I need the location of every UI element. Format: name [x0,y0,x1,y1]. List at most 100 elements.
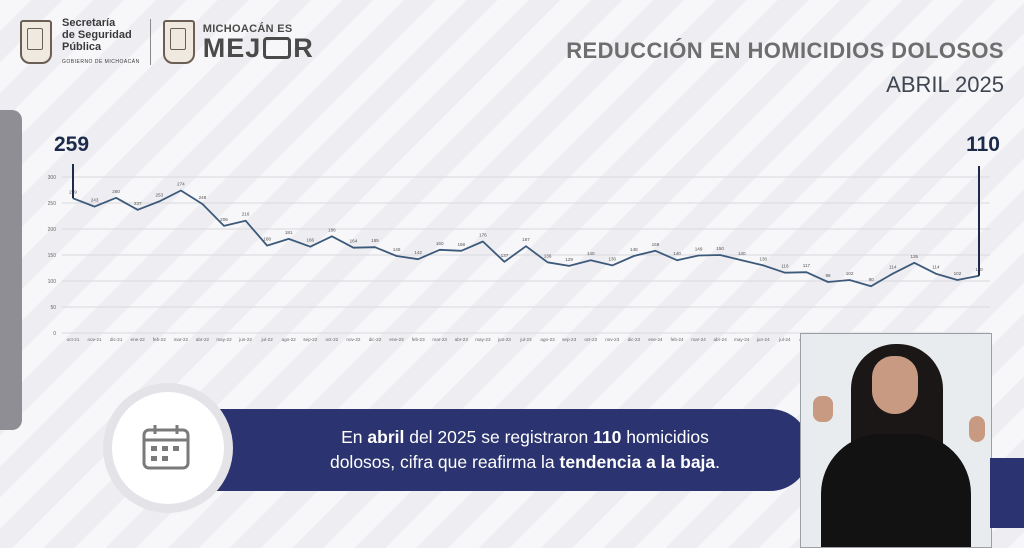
banner-text: En abril del 2025 se registraron 110 hom… [329,427,721,472]
y-tick-label: 250 [48,201,57,207]
side-tab [0,110,22,430]
data-label: 140 [673,251,681,256]
data-label: 150 [716,246,724,251]
data-label: 167 [522,237,530,242]
data-label: 136 [544,253,552,258]
series-line [72,189,980,288]
data-label: 176 [479,232,487,237]
logo-divider [149,19,151,65]
x-tick-label: nov-21 [88,337,102,342]
data-label: 114 [932,265,940,270]
x-tick-label: may-24 [734,337,750,342]
page-title: REDUCCIÓN EN HOMICIDIOS DOLOSOS ABRIL 20… [566,38,1004,98]
data-label: 148 [630,247,638,252]
x-tick-label: dic-23 [628,337,641,342]
x-tick-label: ene-22 [131,337,146,342]
x-tick-label: ene-23 [389,337,404,342]
y-tick-label: 100 [48,279,57,285]
x-tick-label: sep-22 [303,337,317,342]
corner-accent [990,458,1024,528]
data-label: 137 [501,253,509,258]
y-tick-label: 150 [48,253,57,259]
brand-logo: MICHOACÁN ES MEJ R [202,23,314,63]
x-tick-label: ago-23 [540,337,555,342]
data-label: 158 [457,242,465,247]
x-tick-label: feb-24 [670,337,683,342]
calendar-badge [112,392,224,504]
x-tick-label: dic-22 [369,337,382,342]
data-label: 140 [738,251,746,256]
data-label: 98 [825,273,831,278]
x-tick-label: oct-23 [584,337,597,342]
data-label: 130 [608,256,616,261]
data-label: 142 [414,250,422,255]
x-tick-label: jun-22 [238,337,252,342]
x-tick-label: oct-22 [325,337,338,342]
y-tick-label: 200 [48,227,57,233]
data-label: 148 [393,247,401,252]
data-label: 248 [199,195,207,200]
x-tick-label: jul-23 [519,337,532,342]
info-banner: En abril del 2025 se registraron 110 hom… [200,409,810,491]
data-label: 129 [565,257,573,262]
data-label: 116 [781,264,789,269]
x-tick-label: nov-22 [346,337,360,342]
data-label: 165 [371,238,379,243]
data-label: 149 [695,247,703,252]
x-tick-label: oct-21 [67,337,80,342]
x-tick-label: sep-23 [562,337,576,342]
header-logos: Secretaría de Seguridad Pública GOBIERNO… [20,14,314,70]
gobierno-text: GOBIERNO DE MICHOACÁN [62,58,140,65]
data-label: 166 [306,238,314,243]
data-label: 216 [242,212,250,217]
data-label: 186 [328,227,336,232]
data-label: 158 [652,242,660,247]
x-tick-label: may-22 [216,337,232,342]
y-tick-label: 300 [48,175,57,181]
data-label: 117 [803,263,811,268]
data-label: 274 [177,182,185,187]
data-label: 237 [134,201,142,206]
data-label: 253 [155,192,163,197]
data-label: 206 [220,217,228,222]
x-tick-label: jul-22 [261,337,274,342]
data-label: 140 [587,251,595,256]
data-label: 102 [954,271,962,276]
title-sub: ABRIL 2025 [886,72,1004,97]
x-tick-label: feb-22 [153,337,166,342]
start-value-label: 259 [54,133,89,156]
x-tick-label: jul-24 [778,337,791,342]
data-label: 114 [889,265,897,270]
x-tick-label: may-23 [475,337,491,342]
end-value-label: 110 [966,133,1000,156]
x-tick-label: jun-23 [497,337,511,342]
data-label: 260 [112,189,120,194]
x-tick-label: abr-22 [196,337,210,342]
data-label: 164 [350,239,358,244]
x-tick-label: mar-24 [691,337,706,342]
title-main: REDUCCIÓN EN HOMICIDIOS DOLOSOS [566,38,1004,63]
calendar-icon [142,425,190,470]
x-tick-label: jun-24 [756,337,770,342]
secretaria-logo-text: Secretaría de Seguridad Pública GOBIERNO… [62,17,140,68]
cable-car-icon [263,37,292,59]
data-label: 135 [910,254,918,259]
sign-language-interpreter [800,333,992,548]
data-label: 102 [846,271,854,276]
x-tick-label: dic-21 [110,337,123,342]
x-tick-label: mar-22 [174,337,189,342]
x-tick-label: nov-23 [605,337,619,342]
data-label: 130 [759,256,767,261]
data-label: 90 [869,277,875,282]
x-tick-label: abr-23 [455,337,469,342]
y-tick-label: 0 [53,331,56,337]
x-tick-label: ene-24 [648,337,663,342]
x-tick-label: abr-24 [714,337,728,342]
data-label: 160 [436,241,444,246]
michoacan-seal-icon [20,20,52,64]
y-tick-label: 50 [50,305,56,311]
data-label: 243 [91,198,99,203]
michoacan-seal-icon-2 [162,20,195,64]
x-tick-label: mar-23 [432,337,447,342]
